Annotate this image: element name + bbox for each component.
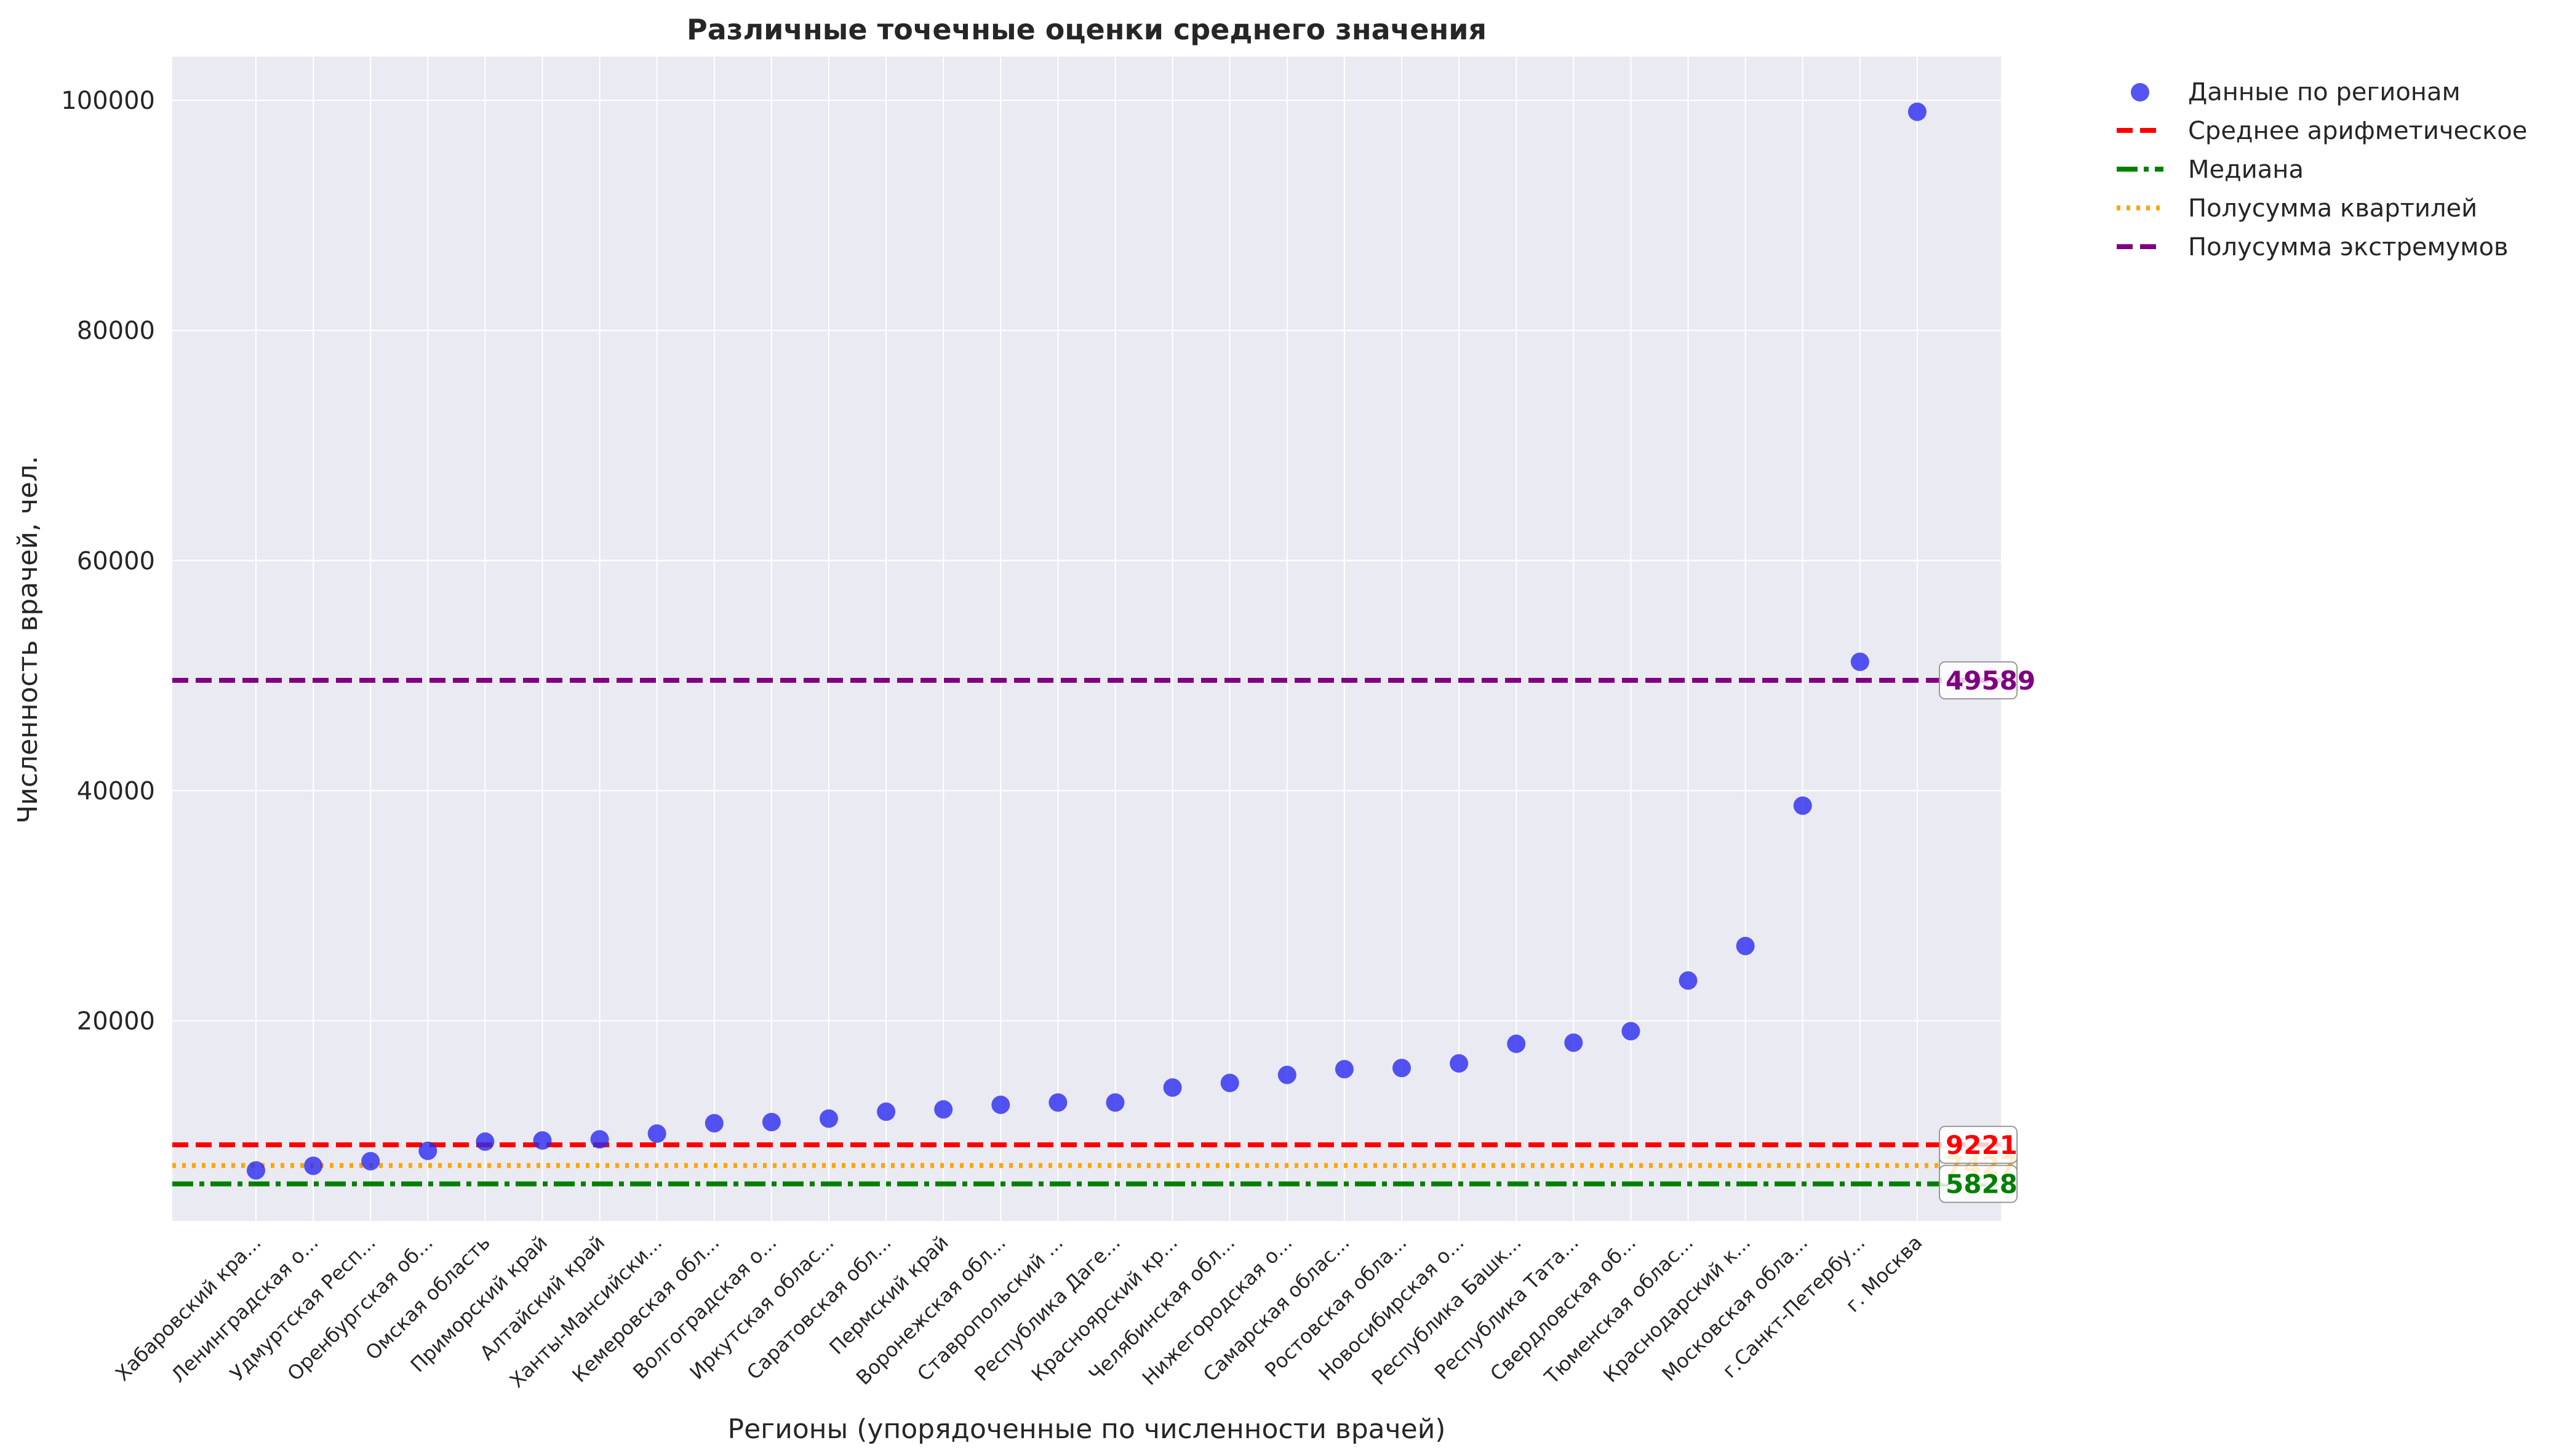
legend-item-data: Данные по регионам: [2131, 78, 2461, 106]
data-point: [647, 1124, 666, 1143]
y-axis-label: Численность врачей, чел.: [12, 456, 44, 824]
data-point: [1507, 1034, 1526, 1053]
data-point: [533, 1131, 552, 1150]
chart-title: Различные точечные оценки среднего значе…: [687, 13, 1487, 46]
data-point: [590, 1130, 609, 1149]
data-point: [1736, 936, 1755, 955]
data-point: [1679, 971, 1698, 990]
y-tick-label: 60000: [77, 547, 155, 575]
reference-line-label: 5828: [1939, 1164, 2018, 1203]
reference-label-text: 9221: [1946, 1130, 2018, 1160]
reference-label-text: 5828: [1946, 1169, 2018, 1199]
y-tick-label: 80000: [77, 317, 155, 345]
data-point: [1335, 1060, 1354, 1079]
data-point: [1277, 1065, 1296, 1084]
legend-item-median: Медиана: [2117, 156, 2304, 184]
data-point: [762, 1113, 781, 1132]
data-point: [1220, 1073, 1239, 1092]
data-point: [934, 1100, 953, 1119]
data-point: [991, 1096, 1010, 1115]
reference-line-label: 9221: [1939, 1126, 2018, 1164]
legend-item-quartiles: Полусумма квартилей: [2117, 194, 2477, 223]
data-point: [304, 1156, 323, 1176]
grid: [172, 57, 2001, 1221]
reference-label-box: [1939, 1126, 2018, 1164]
data-point: [1106, 1093, 1125, 1112]
legend-marker-scatter: [2131, 83, 2149, 101]
data-point: [361, 1152, 380, 1171]
reference-line-labels: 49589742758289221: [1939, 661, 2035, 1203]
data-point: [1392, 1059, 1411, 1078]
data-point: [247, 1161, 265, 1180]
data-points: [247, 102, 1927, 1180]
reference-label-text: 49589: [1946, 666, 2035, 696]
y-tick-labels: 20000 40000 60000 80000 100000: [61, 87, 155, 1035]
data-point: [418, 1141, 437, 1160]
data-point: [820, 1109, 838, 1128]
data-point: [1450, 1054, 1469, 1073]
reference-label-box: [1939, 1164, 2018, 1203]
reference-line-label: 49589: [1939, 661, 2035, 700]
legend-label: Среднее арифметическое: [2188, 117, 2527, 145]
data-point: [1907, 102, 1927, 121]
data-point: [1850, 652, 1869, 671]
data-point: [877, 1102, 896, 1121]
y-tick-label: 20000: [77, 1008, 155, 1036]
data-point: [1048, 1093, 1068, 1112]
data-point: [1793, 796, 1812, 815]
legend-label: Медиана: [2188, 156, 2304, 184]
legend-item-mean: Среднее арифметическое: [2117, 117, 2527, 145]
plot-area: [172, 57, 2001, 1221]
legend: Данные по регионам Среднее арифметическо…: [2117, 78, 2527, 261]
legend-label: Полусумма квартилей: [2188, 194, 2477, 223]
reference-label-box: [1939, 661, 2018, 700]
y-tick-label: 100000: [61, 87, 155, 115]
legend-label: Данные по регионам: [2188, 78, 2461, 106]
data-point: [476, 1132, 495, 1151]
legend-item-extremes: Полусумма экстремумов: [2117, 233, 2509, 261]
data-point: [1621, 1022, 1640, 1041]
data-point: [1163, 1078, 1182, 1097]
x-axis-label: Регионы (упорядоченные по численности вр…: [728, 1414, 1446, 1445]
data-point: [705, 1114, 724, 1133]
legend-label: Полусумма экстремумов: [2188, 233, 2509, 261]
y-tick-label: 40000: [77, 777, 155, 805]
data-point: [1564, 1033, 1583, 1052]
